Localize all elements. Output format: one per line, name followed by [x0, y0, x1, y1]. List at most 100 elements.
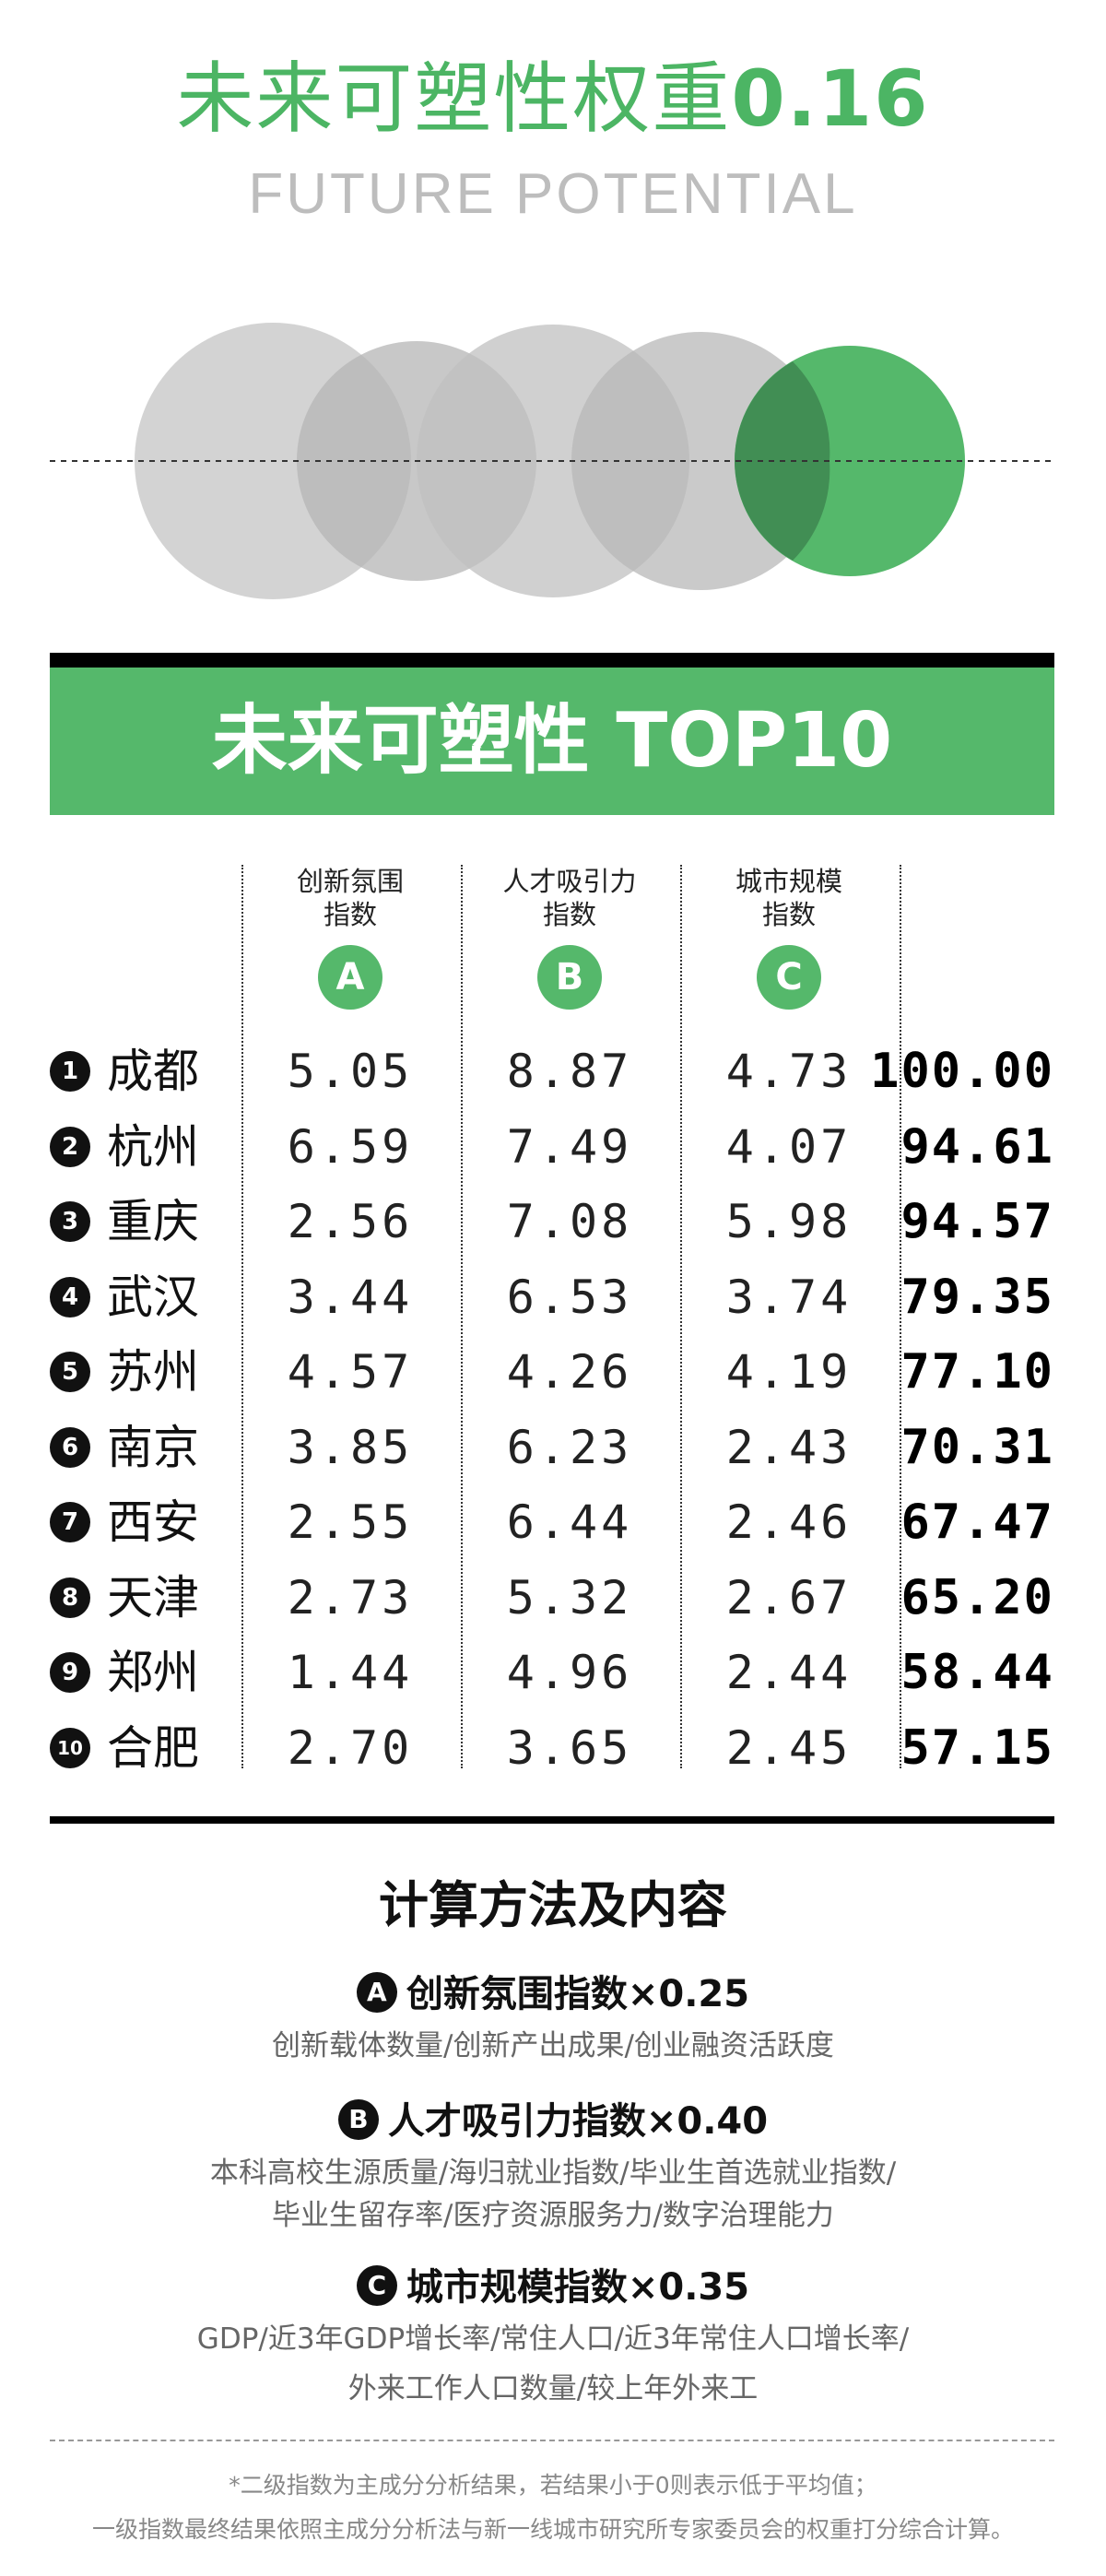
value-b: 4.96: [506, 1646, 633, 1699]
column-b-label-1: 人才吸引力: [502, 866, 637, 897]
column-header-a: 创新氛围 指数: [249, 865, 452, 931]
value-a: 1.44: [287, 1646, 414, 1699]
page-title: 未来可塑性权重0.16: [0, 37, 1106, 148]
rank-badge: 3: [50, 1201, 90, 1242]
banner-top-bar: [50, 653, 1054, 668]
column-header-b: 人才吸引力 指数: [468, 865, 671, 931]
rank-badge: 6: [50, 1426, 90, 1468]
ranking-table: 1 成都 5.05 8.87 4.73 100.00 2 杭州 6.59 7.49 4.07 94.6…: [0, 1034, 1106, 1790]
city-name: 南京: [107, 1420, 199, 1474]
total-score: 58.44: [900, 1645, 1054, 1700]
value-c: 5.98: [725, 1195, 853, 1248]
city-name: 郑州: [107, 1646, 199, 1699]
method-b-name: 人才吸引力指数: [387, 2100, 646, 2143]
value-c: 4.73: [725, 1045, 853, 1098]
value-a: 2.70: [287, 1720, 414, 1775]
value-c: 2.44: [725, 1646, 853, 1699]
rank-badge: 5: [50, 1352, 90, 1392]
value-a: 2.73: [287, 1570, 414, 1625]
city-name: 武汉: [107, 1270, 199, 1324]
table-row: 10 合肥 2.70 3.65 2.45 57.15: [0, 1711, 1106, 1785]
column-separator: [680, 865, 682, 1768]
rank-badge: 8: [50, 1577, 90, 1618]
banner-title: 未来可塑性 TOP10: [50, 668, 1054, 815]
value-b: 4.26: [506, 1345, 633, 1399]
total-score: 79.35: [900, 1269, 1054, 1325]
column-c-label-2: 指数: [761, 899, 816, 930]
value-b: 5.32: [506, 1570, 633, 1625]
value-c: 4.07: [725, 1119, 853, 1174]
table-row: 8 天津 2.73 5.32 2.67 65.20: [0, 1561, 1106, 1635]
method-b-desc-1: 本科高校生源质量/海归就业指数/毕业生首选就业指数/: [209, 2157, 897, 2190]
column-separator: [900, 865, 901, 1768]
value-b: 6.44: [506, 1495, 633, 1549]
rank-badge: 10: [50, 1727, 90, 1768]
method-c-desc-1: GDP/近3年GDP增长率/常住人口/近3年常住人口增长率/: [196, 2322, 910, 2356]
value-a: 2.56: [287, 1195, 414, 1248]
section-divider: [50, 1816, 1054, 1824]
value-a: 3.44: [287, 1270, 414, 1324]
method-title: 计算方法及内容: [379, 1876, 727, 1934]
rank-badge: 1: [50, 1051, 90, 1092]
column-c-label-1: 城市规模: [735, 866, 842, 897]
value-a: 5.05: [287, 1045, 414, 1098]
table-row: 9 郑州 1.44 4.96 2.44 58.44: [0, 1636, 1106, 1709]
method-a-desc: 创新载体数量/创新产出成果/创业融资活跃度: [272, 2029, 834, 2062]
total-score: 77.10: [900, 1344, 1054, 1400]
title-weight: 0.16: [731, 53, 930, 144]
value-b: 3.65: [506, 1720, 633, 1775]
value-c: 2.67: [725, 1570, 853, 1625]
circles-illustration: [50, 323, 1056, 599]
column-a-label-1: 创新氛围: [296, 866, 404, 897]
table-row: 2 杭州 6.59 7.49 4.07 94.61: [0, 1110, 1106, 1184]
value-c: 4.19: [725, 1345, 853, 1399]
city-name: 合肥: [107, 1720, 199, 1775]
city-name: 西安: [107, 1495, 199, 1549]
total-score: 57.15: [900, 1719, 1054, 1776]
badge-c: C: [757, 945, 821, 1010]
column-a-label-2: 指数: [323, 899, 377, 930]
value-c: 2.46: [725, 1495, 853, 1549]
city-name: 杭州: [107, 1119, 199, 1174]
method-c-letter: C: [356, 2265, 397, 2306]
column-header-c: 城市规模 指数: [688, 865, 890, 931]
method-c-name: 城市规模指数: [406, 2266, 628, 2309]
table-row: 7 西安 2.55 6.44 2.46 67.47: [0, 1485, 1106, 1559]
total-score: 94.61: [900, 1118, 1054, 1175]
value-c: 2.43: [725, 1420, 853, 1474]
table-row: 6 南京 3.85 6.23 2.43 70.31: [0, 1411, 1106, 1484]
value-a: 3.85: [287, 1420, 414, 1474]
method-a-weight: ×0.25: [627, 1973, 750, 2015]
value-b: 8.87: [506, 1045, 633, 1098]
method-c-desc-2: 外来工作人口数量/较上年外来工: [347, 2372, 759, 2405]
badge-a: A: [318, 945, 382, 1010]
total-score: 67.47: [900, 1495, 1054, 1550]
method-b-weight: ×0.40: [645, 2100, 769, 2143]
rank-badge: 9: [50, 1652, 90, 1693]
method-b-letter: B: [337, 2099, 379, 2140]
value-b: 6.53: [506, 1270, 633, 1324]
total-score: 100.00: [870, 1044, 1054, 1099]
title-text: 未来可塑性权重: [176, 53, 732, 144]
total-score: 70.31: [900, 1419, 1054, 1475]
method-item-c: C 城市规模指数×0.35: [0, 2257, 1106, 2310]
method-item-a: A 创新氛围指数×0.25: [0, 1964, 1106, 2017]
city-name: 成都: [107, 1045, 199, 1098]
table-row: 4 武汉 3.44 6.53 3.74 79.35: [0, 1260, 1106, 1334]
column-separator: [461, 865, 463, 1768]
badge-b: B: [537, 945, 602, 1010]
table-row: 3 重庆 2.56 7.08 5.98 94.57: [0, 1185, 1106, 1258]
footnote-divider: [50, 2440, 1054, 2441]
page-subtitle: FUTURE POTENTIAL: [248, 162, 858, 226]
method-b-desc-2: 毕业生留存率/医疗资源服务力/数字治理能力: [272, 2199, 834, 2232]
value-b: 7.49: [506, 1119, 633, 1174]
rank-badge: 4: [50, 1276, 90, 1318]
value-c: 3.74: [725, 1270, 853, 1324]
column-b-label-2: 指数: [542, 899, 596, 930]
value-b: 7.08: [506, 1195, 633, 1248]
total-score: 65.20: [900, 1569, 1054, 1625]
value-b: 6.23: [506, 1420, 633, 1474]
rank-badge: 7: [50, 1502, 90, 1542]
table-row: 1 成都 5.05 8.87 4.73 100.00: [0, 1034, 1106, 1108]
city-name: 天津: [107, 1570, 199, 1625]
